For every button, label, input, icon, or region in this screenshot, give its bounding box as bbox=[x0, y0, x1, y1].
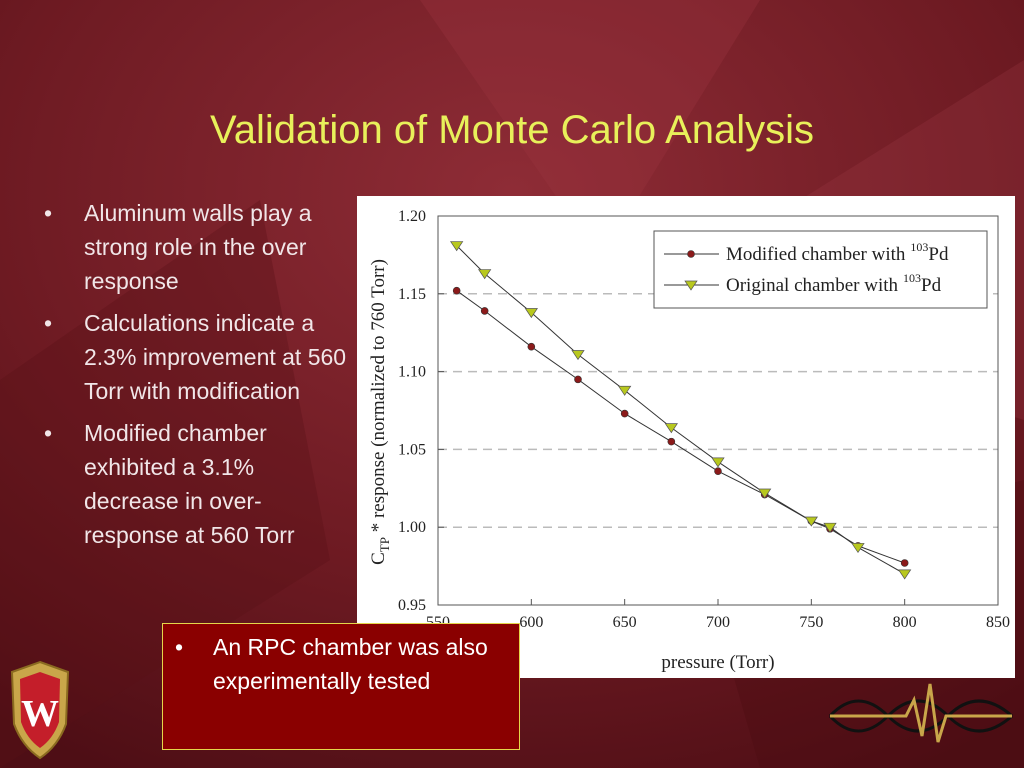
x-tick-label: 700 bbox=[706, 614, 730, 631]
university-crest-logo: W bbox=[10, 660, 70, 760]
series-line-modified bbox=[456, 290, 905, 564]
legend-label-modified-sup: 103 bbox=[910, 240, 928, 254]
y-tick-label: 1.10 bbox=[398, 364, 426, 381]
note-box: An RPC chamber was also experimentally t… bbox=[162, 623, 520, 750]
y-axis-label: CTP * response (normalized to 760 Torr) bbox=[368, 259, 392, 565]
bullet-item: Aluminum walls play a strong role in the… bbox=[40, 196, 350, 298]
dna-wave-logo bbox=[828, 683, 1013, 743]
legend-marker-modified bbox=[687, 250, 695, 258]
y-axis-label-prefix: C bbox=[368, 552, 389, 565]
x-axis-label: pressure (Torr) bbox=[661, 652, 774, 673]
data-point-modified bbox=[527, 342, 536, 351]
legend-label-original-sup: 103 bbox=[903, 271, 921, 285]
legend-label-original: Original chamber with 103Pd bbox=[726, 271, 942, 296]
data-point-original bbox=[618, 385, 632, 396]
legend-marker-original bbox=[684, 280, 698, 291]
legend-label-modified-text: Modified chamber with bbox=[726, 244, 906, 265]
crest-letter: W bbox=[21, 693, 59, 735]
bullet-item: Calculations indicate a 2.3% improvement… bbox=[40, 306, 350, 408]
legend-label-original-tail: Pd bbox=[921, 275, 942, 296]
data-point-modified bbox=[452, 286, 461, 295]
data-point-modified bbox=[574, 375, 582, 384]
slide-title: Validation of Monte Carlo Analysis bbox=[209, 108, 815, 152]
legend: Modified chamber with 103Pd Original cham… bbox=[653, 230, 988, 309]
data-point-original bbox=[804, 516, 818, 527]
legend-label-modified: Modified chamber with 103Pd bbox=[726, 240, 949, 265]
y-axis-label-sub: TP bbox=[377, 537, 392, 552]
legend-label-modified-tail: Pd bbox=[928, 244, 949, 265]
data-point-modified bbox=[667, 437, 676, 446]
data-point-modified bbox=[900, 559, 909, 567]
note-list: An RPC chamber was also experimentally t… bbox=[163, 624, 519, 698]
x-tick-label: 600 bbox=[519, 614, 543, 631]
pressure-response-chart: 1.201.151.101.051.000.955506006507007508… bbox=[368, 208, 1010, 673]
data-point-original bbox=[898, 569, 912, 580]
series-line-original bbox=[456, 245, 905, 575]
data-point-original bbox=[711, 457, 725, 468]
x-tick-label: 800 bbox=[893, 614, 917, 631]
bullet-list: Aluminum walls play a strong role in the… bbox=[40, 196, 350, 560]
data-point-original bbox=[851, 543, 865, 554]
data-point-original bbox=[524, 308, 538, 319]
data-point-original bbox=[571, 350, 585, 361]
x-tick-label: 750 bbox=[799, 614, 823, 631]
data-point-original bbox=[478, 269, 492, 280]
data-point-modified bbox=[480, 307, 489, 315]
data-point-original bbox=[758, 488, 772, 499]
data-point-original bbox=[664, 423, 678, 434]
y-tick-label: 1.05 bbox=[398, 441, 426, 458]
legend-box bbox=[653, 230, 988, 309]
x-tick-label: 650 bbox=[613, 614, 637, 631]
x-tick-label: 850 bbox=[986, 614, 1010, 631]
legend-label-original-text: Original chamber with bbox=[726, 275, 899, 296]
note-item: An RPC chamber was also experimentally t… bbox=[163, 624, 519, 698]
bullet-item: Modified chamber exhibited a 3.1% decrea… bbox=[40, 416, 350, 552]
data-point-modified bbox=[620, 409, 629, 418]
y-tick-label: 1.15 bbox=[398, 286, 426, 303]
y-tick-label: 1.20 bbox=[398, 208, 426, 225]
data-point-original bbox=[450, 241, 464, 252]
y-tick-label: 1.00 bbox=[398, 519, 426, 536]
y-axis-label-suffix: * response (normalized to 760 Torr) bbox=[368, 259, 389, 537]
data-point-original bbox=[823, 522, 837, 533]
y-tick-label: 0.95 bbox=[398, 597, 426, 614]
chart-panel: 1.201.151.101.051.000.955506006507007508… bbox=[357, 196, 1015, 678]
data-point-modified bbox=[714, 467, 722, 475]
